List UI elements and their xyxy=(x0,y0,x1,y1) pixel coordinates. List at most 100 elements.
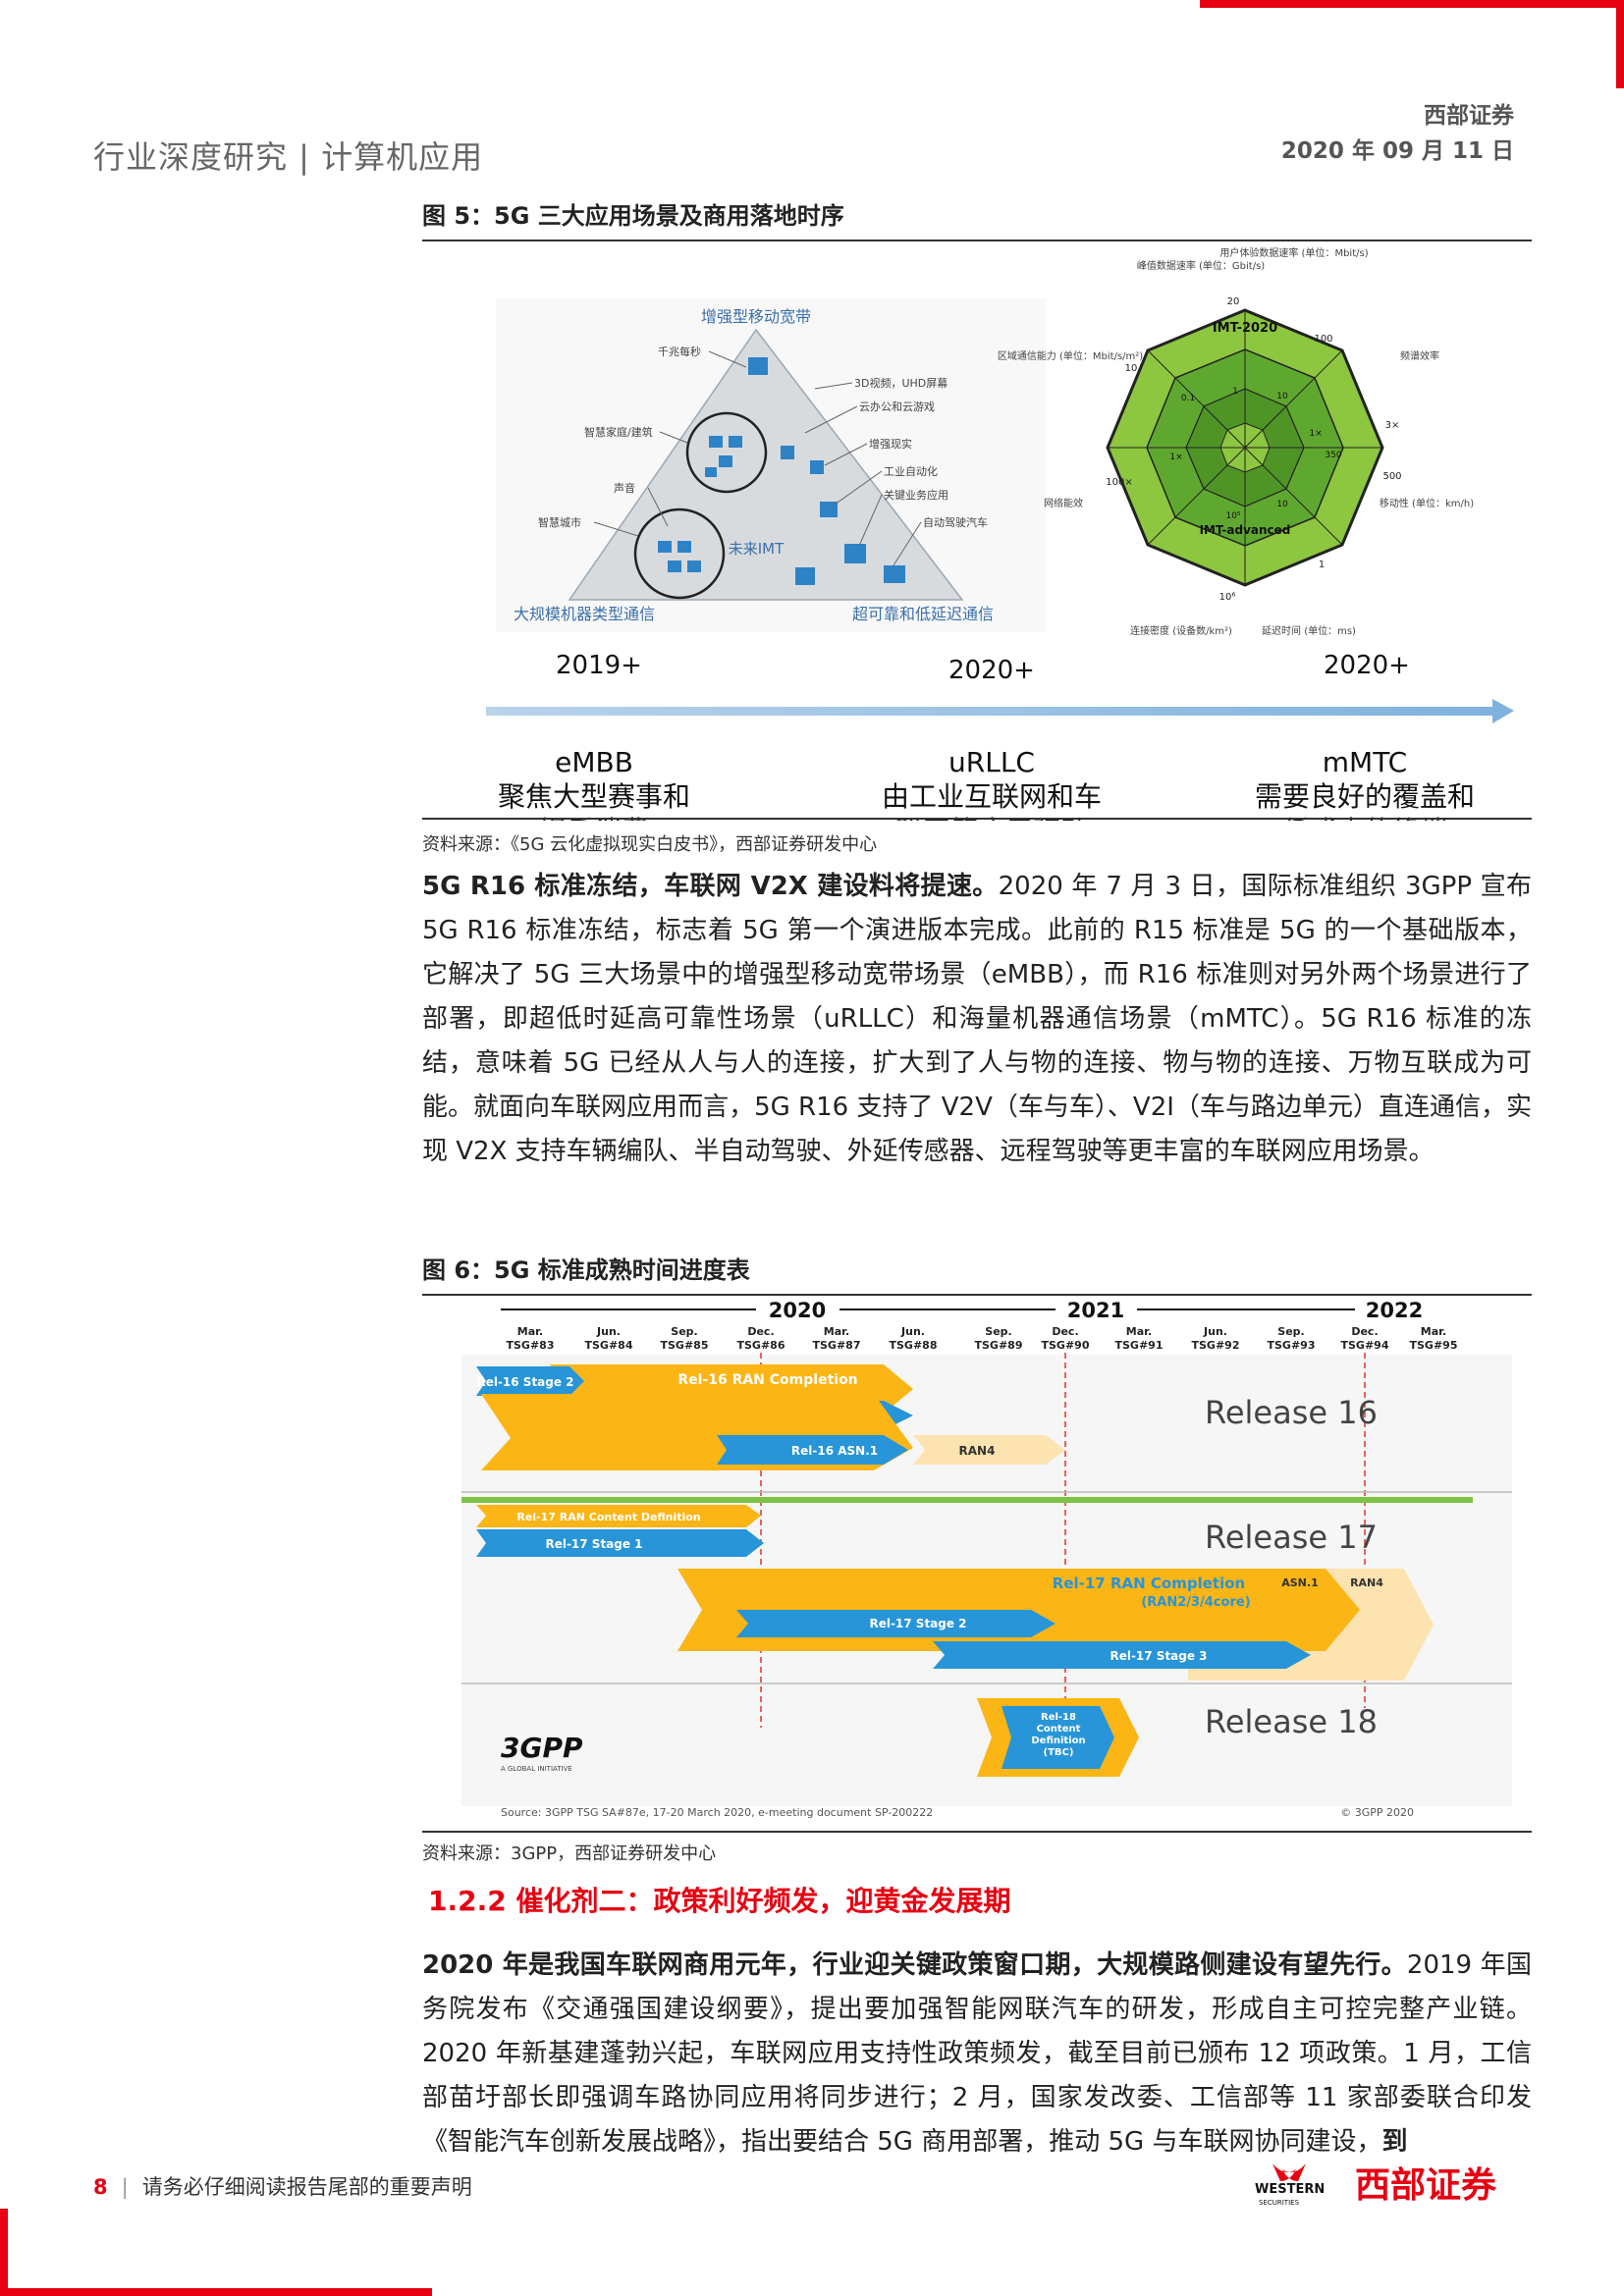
svg-text:峰值数据速率 (单位：Gbit/s): 峰值数据速率 (单位：Gbit/s) xyxy=(1137,259,1265,272)
header-category: 行业深度研究 | 计算机应用 xyxy=(93,138,484,176)
svg-text:TSG#87: TSG#87 xyxy=(813,1339,861,1352)
section-title: 1.2.2 催化剂二：政策利好频发，迎黄金发展期 xyxy=(428,1885,1011,1917)
figure-6: 图 6：5G 标准成熟时间进度表 2020 2021 2022 Mar. TSG#… xyxy=(422,1251,1532,1832)
paragraph-policy-lead: 2020 年是我国车联网商用元年，行业迎关键政策窗口期，大规模路侧建设有望先行。 xyxy=(422,1950,1407,1980)
svg-text:10⁵: 10⁵ xyxy=(1225,511,1240,521)
bar-rel16-stage2 xyxy=(476,1366,584,1396)
svg-text:TSG#84: TSG#84 xyxy=(585,1339,633,1352)
svg-text:Dec.: Dec. xyxy=(747,1325,774,1338)
paragraph-policy-tail: 到 xyxy=(1381,2127,1408,2157)
svg-text:10: 10 xyxy=(1125,363,1138,374)
svg-text:增强现实: 增强现实 xyxy=(869,437,912,451)
svg-text:500: 500 xyxy=(1382,471,1401,482)
bar-rel17-stage3 xyxy=(933,1641,1311,1669)
timeline-arrow-head xyxy=(1492,699,1514,723)
bar-rel16-stage2-label: Rel-16 Stage 2 xyxy=(476,1375,573,1389)
svg-text:声音: 声音 xyxy=(614,481,635,495)
svg-text:1×: 1× xyxy=(1309,429,1322,439)
svg-text:TSG#86: TSG#86 xyxy=(737,1339,785,1352)
svg-text:TSG#89: TSG#89 xyxy=(975,1339,1023,1352)
scenario-embb-name: eMBB xyxy=(555,746,633,778)
svg-text:关键业务应用: 关键业务应用 xyxy=(884,488,948,502)
bar-rel16-asn xyxy=(717,1435,908,1465)
svg-text:1: 1 xyxy=(1232,387,1238,397)
svg-text:100: 100 xyxy=(1314,334,1332,345)
svg-text:网络能效: 网络能效 xyxy=(1044,497,1083,509)
svg-text:0.1: 0.1 xyxy=(1181,394,1195,403)
bar-rel18-inner xyxy=(1001,1706,1114,1769)
paragraph-policy-body: 2019 年国务院发布《交通强国建设纲要》，提出要加强智能网联汽车的研发，形成自… xyxy=(422,1950,1532,2157)
svg-text:云办公和云游戏: 云办公和云游戏 xyxy=(859,400,935,413)
pyramid-icons xyxy=(658,357,905,585)
svg-text:区域通信能力 (单位：Mbit/s/m²): 区域通信能力 (单位：Mbit/s/m²) xyxy=(998,349,1143,362)
scenario-mmtc-line1: 需要良好的覆盖和 xyxy=(1255,780,1475,813)
figure-5-bottom-rule xyxy=(422,818,1532,820)
scenario-urllc-name: uRLLC xyxy=(948,746,1035,778)
bar-rel17-stage3-label: Rel-17 Stage 3 xyxy=(1110,1649,1207,1663)
svg-text:TSG#95: TSG#95 xyxy=(1410,1339,1458,1352)
svg-text:Mar.: Mar. xyxy=(824,1325,849,1338)
bar-rel17-stage1 xyxy=(476,1529,764,1557)
svg-text:3×: 3× xyxy=(1385,420,1400,431)
figure-5: 图 5：5G 三大应用场景及商用落地时序 增强型移动宽带 大规模机器类型通信 超… xyxy=(422,196,1532,821)
svg-text:TSG#91: TSG#91 xyxy=(1115,1339,1164,1352)
bar-rel17-content-def-label: Rel-17 RAN Content Definition xyxy=(516,1511,700,1523)
pyramid-bottom-left-label: 大规模机器类型通信 xyxy=(514,605,655,623)
top-red-bar xyxy=(1200,0,1624,8)
figure-6-copyright: © 3GPP 2020 xyxy=(1340,1806,1414,1819)
scenario-embb-line1: 聚焦大型赛事和 xyxy=(498,780,690,813)
month-row: Mar.TSG#83 Jun.TSG#84 Sep.TSG#85 Dec.TSG… xyxy=(507,1325,1458,1352)
radar-axis-labels: 峰值数据速率 (单位：Gbit/s) 用户体验数据速率 (单位：Mbit/s) … xyxy=(998,246,1474,637)
svg-text:3D视频，UHD屏幕: 3D视频，UHD屏幕 xyxy=(854,376,947,390)
svg-text:Sep.: Sep. xyxy=(671,1325,697,1338)
bar-ran4-a xyxy=(913,1435,1065,1465)
bar-rel17-ran-label-2: (RAN2/3/4core) xyxy=(1141,1595,1250,1610)
3gpp-logo-sub: A GLOBAL INITIATIVE xyxy=(501,1765,572,1773)
bar-rel18-line4: (TBC) xyxy=(1044,1747,1074,1758)
logo-en-2: SECURITIES xyxy=(1259,2199,1300,2207)
svg-text:连接密度 (设备数/km²): 连接密度 (设备数/km²) xyxy=(1130,624,1232,637)
bar-ran4-b-label: RAN4 xyxy=(1350,1576,1383,1589)
svg-text:频谱效率: 频谱效率 xyxy=(1400,349,1439,362)
bar-rel17-stage2 xyxy=(736,1610,1056,1637)
timeline-year-2: 2020+ xyxy=(948,656,1035,685)
header-date: 2020 年 09 月 11 日 xyxy=(1280,138,1514,164)
page-number: 8 xyxy=(93,2175,108,2199)
radar-outer-values: 20 100 3× 500 1 10⁶ 100× 10 xyxy=(1106,296,1401,603)
mmtc-cluster-circle xyxy=(633,507,726,600)
svg-text:10⁶: 10⁶ xyxy=(1219,592,1236,603)
figure-6-source: 资料来源：3GPP，西部证券研发中心 xyxy=(422,1843,717,1864)
bar-rel18-line2: Content xyxy=(1037,1724,1081,1735)
release-17-label: Release 17 xyxy=(1205,1519,1378,1556)
pyramid-center-label: 未来IMT xyxy=(729,540,785,558)
svg-text:Mar.: Mar. xyxy=(517,1325,543,1338)
release-18-label: Release 18 xyxy=(1205,1703,1378,1740)
timeline-arrow-shaft xyxy=(486,707,1497,716)
figure-5-top-rule xyxy=(422,240,1532,241)
svg-text:100×: 100× xyxy=(1106,477,1132,488)
year-2022: 2022 xyxy=(1366,1299,1423,1322)
logo-cn: 西部证券 xyxy=(1355,2165,1497,2206)
bar-rel17-band xyxy=(461,1497,1473,1503)
svg-text:Dec.: Dec. xyxy=(1351,1325,1378,1338)
svg-text:千兆每秒: 千兆每秒 xyxy=(658,345,701,358)
svg-text:TSG#93: TSG#93 xyxy=(1268,1339,1316,1352)
pyramid-bottom-right-label: 超可靠和低延迟通信 xyxy=(852,605,994,623)
figure-6-bottom-rule xyxy=(422,1831,1532,1833)
footer-notice: 8 | 请务必仔细阅读报告尾部的重要声明 xyxy=(93,2175,472,2199)
svg-text:1: 1 xyxy=(1319,560,1325,570)
radar-outer-label: IMT-2020 xyxy=(1213,321,1277,336)
bottom-red-bar-vertical xyxy=(0,2209,8,2296)
svg-text:TSG#92: TSG#92 xyxy=(1192,1339,1240,1352)
bar-rel16-ran-label: Rel-16 RAN Completion xyxy=(677,1372,857,1388)
scenario-urllc-line1: 由工业互联网和车 xyxy=(882,780,1102,813)
svg-text:1×: 1× xyxy=(1169,453,1182,462)
figure-6-top-rule xyxy=(422,1294,1532,1296)
header-company: 西部证券 xyxy=(1424,103,1514,129)
bar-rel17-content-def xyxy=(476,1505,761,1527)
pyramid-labels: 千兆每秒 3D视频，UHD屏幕 云办公和云游戏 智慧家庭/建筑 增强现实 工业自… xyxy=(538,345,988,529)
scenario-mmtc-name: mMTC xyxy=(1323,746,1407,778)
paragraph-r16-body: 2020 年 7 月 3 日，国际标准组织 3GPP 宣布 5G R16 标准冻… xyxy=(422,872,1532,1166)
svg-text:TSG#83: TSG#83 xyxy=(507,1339,555,1352)
svg-text:10: 10 xyxy=(1276,500,1288,509)
